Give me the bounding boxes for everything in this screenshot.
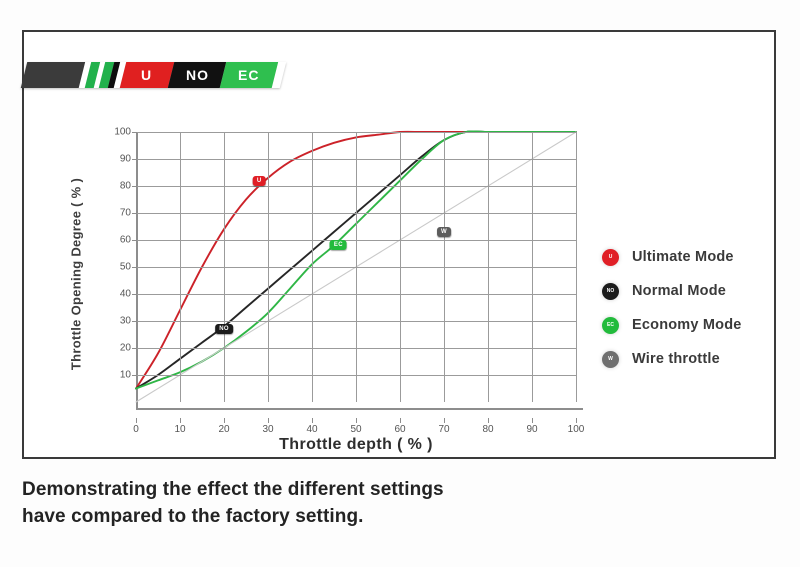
y-axis-tick-label: 80 xyxy=(119,180,131,192)
y-axis-tick-label: 20 xyxy=(119,342,131,354)
gridline-horizontal xyxy=(136,348,576,349)
caption-line-1: Demonstrating the effect the different s… xyxy=(22,479,444,500)
gridline-horizontal xyxy=(136,321,576,322)
x-axis-tick-mark xyxy=(312,418,313,423)
y-axis-tick-mark xyxy=(132,267,137,268)
curve-badge-normal-mode: NO xyxy=(215,324,233,335)
legend-label-normal-mode: Normal Mode xyxy=(632,283,727,299)
x-axis-tick-label: 50 xyxy=(350,424,362,435)
y-axis-tick-mark xyxy=(132,348,137,349)
x-axis-tick-label: 30 xyxy=(262,424,274,435)
y-axis-tick-mark xyxy=(132,240,137,241)
legend-item-wire-throttle[interactable]: W Wire throttle xyxy=(602,342,792,376)
x-axis-tick-mark xyxy=(400,418,401,423)
banner-segment-dark xyxy=(20,62,86,88)
banner-label-ultimate: U xyxy=(119,62,175,88)
legend-item-ultimate-mode[interactable]: U Ultimate Mode xyxy=(602,240,792,274)
legend-dot-ultimate-mode: U xyxy=(602,248,619,266)
y-axis-title: Throttle Opening Degree ( % ) xyxy=(68,177,84,371)
y-axis-tick-mark xyxy=(132,132,137,133)
x-axis-tick-label: 60 xyxy=(394,424,406,435)
y-axis-tick-mark xyxy=(132,213,137,214)
x-axis-tick-mark xyxy=(532,418,533,423)
legend-dot-normal-mode: NO xyxy=(602,282,619,300)
gridline-horizontal xyxy=(136,375,576,376)
throttle-response-chart: Throttle Opening Degree ( % ) Throttle d… xyxy=(69,124,614,454)
y-axis-tick-label: 50 xyxy=(119,261,131,273)
curve-badge-economy-mode: EC xyxy=(329,240,347,251)
chart-card: U NO EC Throttle Opening Degree ( % ) Th… xyxy=(20,30,776,459)
y-axis-tick-mark xyxy=(132,321,137,322)
y-axis-tick-label: 100 xyxy=(114,126,131,138)
x-axis-tick-mark xyxy=(268,418,269,423)
y-axis-tick-label: 30 xyxy=(119,315,131,327)
brand-banner: U NO EC xyxy=(20,62,287,88)
legend-dot-economy-mode: EC xyxy=(602,316,619,334)
y-axis-tick-label: 40 xyxy=(119,288,131,300)
gridline-horizontal xyxy=(136,186,576,187)
x-axis-tick-mark xyxy=(488,418,489,423)
x-axis-tick-mark xyxy=(356,418,357,423)
x-axis-tick-label: 20 xyxy=(218,424,230,435)
x-axis-tick-label: 0 xyxy=(133,424,139,435)
y-axis-tick-mark xyxy=(132,375,137,376)
y-axis-line xyxy=(136,132,138,410)
gridline-horizontal xyxy=(136,240,576,241)
x-axis-tick-mark xyxy=(576,418,577,423)
chart-legend: U Ultimate Mode NO Normal Mode EC Econom… xyxy=(602,240,792,376)
legend-label-wire-throttle: Wire throttle xyxy=(632,351,720,367)
x-axis-line xyxy=(136,408,583,410)
x-axis-tick-mark xyxy=(444,418,445,423)
curve-badge-ultimate-mode: U xyxy=(252,175,266,186)
x-axis-tick-label: 40 xyxy=(306,424,318,435)
y-axis-tick-mark xyxy=(132,159,137,160)
caption-line-2: have compared to the factory setting. xyxy=(22,505,364,527)
x-axis-tick-mark xyxy=(224,418,225,423)
gridline-horizontal xyxy=(136,267,576,268)
x-axis-tick-label: 90 xyxy=(526,424,538,435)
y-axis-tick-label: 70 xyxy=(119,207,131,219)
legend-item-economy-mode[interactable]: EC Economy Mode xyxy=(602,308,792,342)
gridline-horizontal xyxy=(136,159,576,160)
x-axis-tick-mark xyxy=(180,418,181,423)
legend-label-ultimate-mode: Ultimate Mode xyxy=(632,249,734,265)
x-axis-tick-label: 80 xyxy=(482,424,494,435)
legend-dot-wire-throttle: W xyxy=(602,350,619,368)
y-axis-tick-label: 90 xyxy=(119,153,131,165)
banner-label-economy: EC xyxy=(219,62,279,88)
legend-item-normal-mode[interactable]: NO Normal Mode xyxy=(602,274,792,308)
y-axis-tick-label: 10 xyxy=(119,369,131,381)
gridline-horizontal xyxy=(136,294,576,295)
x-axis-tick-label: 100 xyxy=(567,424,585,435)
banner-label-normal: NO xyxy=(167,62,227,88)
x-axis-tick-label: 10 xyxy=(174,424,186,435)
y-axis-tick-label: 60 xyxy=(119,234,131,246)
curve-badge-wire-throttle: W xyxy=(437,226,451,237)
x-axis-tick-label: 70 xyxy=(438,424,450,435)
gridline-horizontal xyxy=(136,213,576,214)
plot-area: 10 20 30 40 50 60 70 80 90 100 0 10 20 30 40 50 60 70 80 90… xyxy=(114,127,584,436)
x-axis-title: Throttle depth ( % ) xyxy=(279,436,433,453)
figure-caption: Demonstrating the effect the different s… xyxy=(22,477,722,531)
y-axis-tick-mark xyxy=(132,186,137,187)
legend-label-economy-mode: Economy Mode xyxy=(632,317,742,333)
gridline-vertical xyxy=(576,132,577,402)
x-axis-tick-mark xyxy=(136,418,137,423)
y-axis-tick-mark xyxy=(132,294,137,295)
gridline-horizontal xyxy=(136,132,576,133)
